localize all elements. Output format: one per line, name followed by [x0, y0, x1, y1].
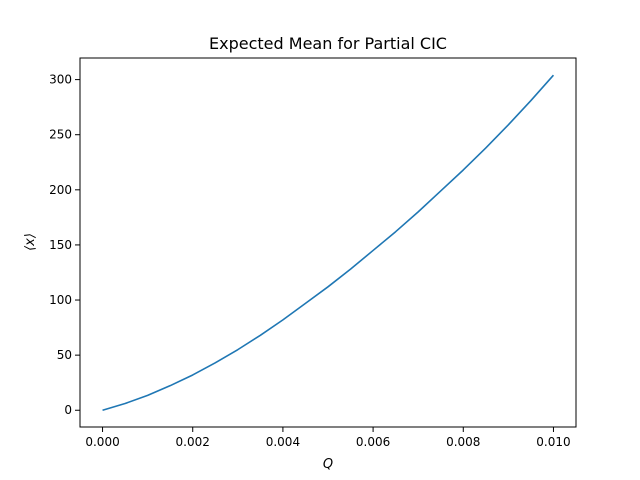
chart-title: Expected Mean for Partial CIC — [209, 34, 447, 53]
x-tick-label: 0.002 — [176, 435, 210, 449]
y-tick-label: 300 — [49, 73, 72, 87]
y-axis-label: ⟨x⟩ — [23, 233, 38, 251]
y-tick-label: 200 — [49, 183, 72, 197]
x-tick-label: 0.008 — [446, 435, 480, 449]
y-tick-label: 150 — [49, 238, 72, 252]
plot-frame — [79, 57, 577, 428]
x-axis-label: Q — [323, 457, 333, 472]
x-tick-label: 0.006 — [356, 435, 390, 449]
y-tick-label: 50 — [57, 348, 72, 362]
y-tick-label: 250 — [49, 128, 72, 142]
series-line-0 — [102, 74, 555, 412]
y-tick-label: 100 — [49, 293, 72, 307]
x-tick-label: 0.004 — [266, 435, 300, 449]
plot-area: 0.000 0.002 0.004 0.006 0.008 0.010 0 50 100 150 2… — [49, 57, 577, 449]
x-tick-label: 0.000 — [85, 435, 119, 449]
y-tick-label: 0 — [64, 403, 72, 417]
x-tick-label: 0.010 — [536, 435, 570, 449]
